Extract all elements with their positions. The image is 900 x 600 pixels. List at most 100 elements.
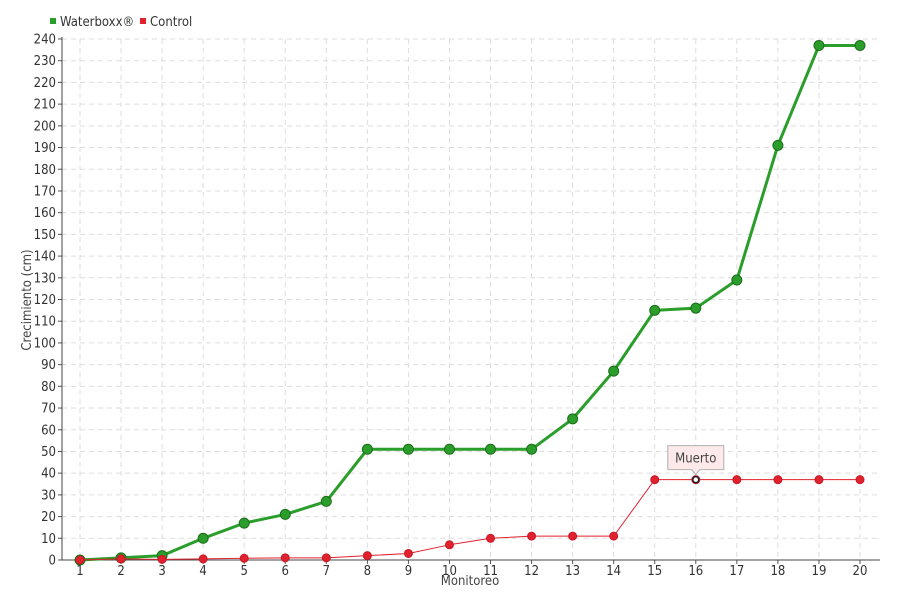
y-tick-label: 40	[41, 467, 56, 482]
x-tick-label: 18	[770, 564, 785, 579]
data-point-control[interactable]	[732, 475, 742, 485]
x-tick-labels: 1 2 3 4 5 6 7 8 9 10 11 12 13 14 15 16 17 18 19 20	[76, 564, 867, 579]
y-tick-label: 20	[41, 510, 56, 525]
series-control	[75, 475, 865, 565]
y-tick-label: 60	[41, 423, 56, 438]
x-tick-label: 12	[524, 564, 539, 579]
data-point-waterboxx[interactable]	[361, 443, 373, 455]
y-tick-label: 240	[34, 33, 56, 48]
data-point-waterboxx[interactable]	[320, 495, 332, 507]
data-point-waterboxx[interactable]	[608, 365, 620, 377]
data-point-waterboxx[interactable]	[772, 139, 784, 151]
x-tick-label: 5	[240, 564, 247, 579]
data-point-control[interactable]	[568, 531, 578, 541]
y-tick-label: 110	[34, 315, 56, 330]
x-tick-label: 8	[364, 564, 371, 579]
data-point-control[interactable]	[157, 554, 167, 564]
x-tick-label: 11	[483, 564, 498, 579]
y-tick-label: 80	[41, 380, 56, 395]
data-point-control[interactable]	[280, 553, 290, 563]
data-point-control[interactable]	[609, 531, 619, 541]
data-point-waterboxx[interactable]	[813, 40, 825, 52]
data-point-waterboxx[interactable]	[402, 443, 414, 455]
data-point-control[interactable]	[116, 554, 126, 564]
data-point-control[interactable]	[403, 548, 413, 558]
y-tick-label: 120	[34, 293, 56, 308]
data-point-control[interactable]	[239, 553, 249, 563]
tooltip-label: Muerto	[675, 452, 716, 467]
data-point-waterboxx[interactable]	[731, 274, 743, 286]
y-tick-label: 140	[34, 250, 56, 265]
y-tick-label: 90	[41, 358, 56, 373]
series-line-waterboxx	[79, 44, 860, 562]
data-point-waterboxx[interactable]	[690, 302, 702, 314]
legend-marker-control	[140, 18, 146, 24]
legend-marker-waterboxx	[50, 18, 56, 24]
x-tick-label: 19	[812, 564, 827, 579]
x-tick-label: 17	[729, 564, 744, 579]
data-point-waterboxx[interactable]	[526, 443, 538, 455]
x-tick-label: 15	[647, 564, 662, 579]
data-point-control[interactable]	[527, 531, 537, 541]
y-tick-labels: 0 10 20 30 40 50 60 70 80 90 100 110 120 130 140 150 160…	[34, 33, 56, 569]
annotation-layer: Muerto	[667, 445, 725, 484]
data-point-control[interactable]	[321, 553, 331, 563]
data-point-waterboxx[interactable]	[485, 443, 497, 455]
y-tick-label: 0	[49, 554, 56, 569]
y-tick-label: 100	[34, 336, 56, 351]
grid-lines	[62, 38, 880, 560]
y-tick-label: 230	[34, 54, 56, 69]
data-point-waterboxx[interactable]	[854, 40, 866, 52]
series-layer	[74, 40, 866, 566]
x-tick-label: 13	[565, 564, 580, 579]
data-point-control[interactable]	[75, 555, 85, 565]
data-point-waterboxx[interactable]	[567, 413, 579, 425]
y-tick-label: 200	[34, 119, 56, 134]
data-point-control[interactable]	[650, 475, 660, 485]
data-point-control[interactable]	[814, 475, 824, 485]
x-tick-label: 7	[323, 564, 330, 579]
y-tick-label: 190	[34, 141, 56, 156]
x-tick-label: 6	[282, 564, 289, 579]
x-axis-title: Monitoreo	[441, 574, 500, 589]
series-line-control	[79, 479, 860, 561]
data-point-control[interactable]	[855, 475, 865, 485]
legend-label-control: Control	[150, 15, 192, 30]
data-point-waterboxx[interactable]	[279, 508, 291, 520]
x-tick-label: 4	[199, 564, 206, 579]
data-point-control[interactable]	[486, 533, 496, 543]
data-point-control[interactable]	[773, 475, 783, 485]
x-tick-label: 3	[158, 564, 165, 579]
data-point-control[interactable]	[198, 554, 208, 564]
y-tick-label: 170	[34, 184, 56, 199]
y-axis-title: Crecimiento (cm)	[20, 249, 35, 350]
x-tick-label: 16	[688, 564, 703, 579]
data-point-waterboxx[interactable]	[443, 443, 455, 455]
data-point-control[interactable]	[444, 540, 454, 550]
data-point-waterboxx[interactable]	[197, 532, 209, 544]
y-tick-label: 10	[41, 532, 56, 547]
annotation-tooltip: Muerto	[667, 445, 725, 484]
data-point-waterboxx[interactable]	[649, 304, 661, 316]
x-tick-label: 9	[405, 564, 412, 579]
y-tick-label: 180	[34, 163, 56, 178]
y-tick-label: 220	[34, 76, 56, 91]
axes	[58, 37, 880, 564]
y-tick-label: 70	[41, 402, 56, 417]
data-point-waterboxx[interactable]	[238, 517, 250, 529]
x-tick-label: 20	[853, 564, 868, 579]
x-tick-label: 10	[442, 564, 457, 579]
y-tick-label: 160	[34, 206, 56, 221]
data-point-control[interactable]	[362, 551, 372, 561]
legend: Waterboxx® Control	[50, 15, 192, 30]
x-tick-label: 1	[76, 564, 83, 579]
y-tick-label: 50	[41, 445, 56, 460]
y-tick-label: 150	[34, 228, 56, 243]
y-tick-label: 130	[34, 271, 56, 286]
tooltip-box	[667, 445, 725, 476]
y-tick-label: 30	[41, 488, 56, 503]
highlighted-point	[692, 475, 700, 484]
x-tick-label: 2	[117, 564, 124, 579]
y-tick-label: 210	[34, 98, 56, 113]
